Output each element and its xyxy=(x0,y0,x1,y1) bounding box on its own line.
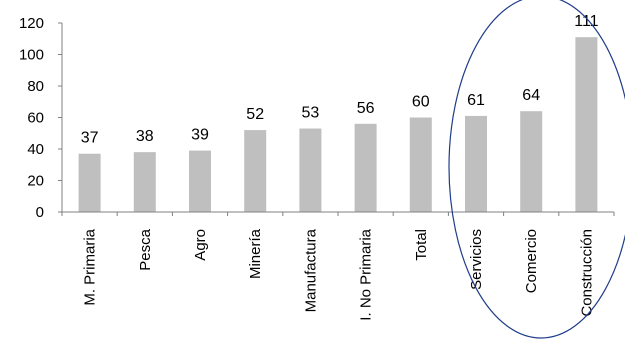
x-axis-ticks xyxy=(61,212,615,216)
y-tick-label: 100 xyxy=(19,47,44,64)
data-label: 61 xyxy=(467,92,485,109)
category-label: Total xyxy=(413,229,430,261)
bar-pesca xyxy=(133,152,156,212)
y-tick-label: 0 xyxy=(36,204,44,221)
y-tick-label: 60 xyxy=(27,110,44,127)
category-label: Servicios xyxy=(468,229,485,290)
bar-agro xyxy=(189,150,211,212)
category-label: Manufactura xyxy=(302,228,319,312)
y-tick-label: 20 xyxy=(27,173,44,190)
bar-manufactura xyxy=(299,128,322,212)
y-axis-ticks: 0 20 40 60 80 100 120 xyxy=(19,15,62,221)
data-label: 37 xyxy=(81,130,99,147)
y-tick-label: 120 xyxy=(19,15,44,32)
category-label: Minería xyxy=(247,228,264,279)
bars xyxy=(78,37,598,212)
data-label: 53 xyxy=(302,105,320,122)
category-label: Comercio xyxy=(523,229,540,293)
bar-construcción xyxy=(575,37,598,212)
category-label: M. Primaria xyxy=(82,228,99,305)
data-label: 60 xyxy=(412,94,430,111)
data-label: 39 xyxy=(191,127,209,144)
y-tick-label: 40 xyxy=(27,141,44,158)
y-tick-label: 80 xyxy=(27,78,44,95)
category-label: I. No Primaria xyxy=(358,228,375,320)
data-label: 56 xyxy=(357,100,375,117)
bar-m-primaria xyxy=(78,153,101,212)
category-label: Construcción xyxy=(578,229,595,317)
bar-servicios xyxy=(465,115,487,212)
highlight-ellipse xyxy=(448,0,625,339)
category-label: Agro xyxy=(192,229,209,261)
category-label: Pesca xyxy=(137,228,154,270)
data-label: 64 xyxy=(522,87,540,104)
data-label: 52 xyxy=(246,106,264,123)
category-labels: M. Primaria Pesca Agro Minería Manufactura I.… xyxy=(82,228,596,320)
bar-total xyxy=(409,117,432,212)
bar-i-no-primaria xyxy=(354,123,377,212)
bar-minería xyxy=(244,130,267,212)
data-label: 38 xyxy=(136,128,154,145)
bar-comercio xyxy=(520,111,543,212)
